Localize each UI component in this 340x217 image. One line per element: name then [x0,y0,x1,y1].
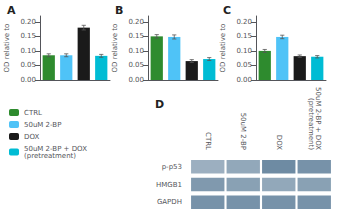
svg-text:p-p53: p-p53 [162,163,182,171]
svg-text:50uM 2-BP: 50uM 2-BP [239,113,247,150]
svg-text:0.05: 0.05 [20,61,36,69]
svg-text:0.10: 0.10 [236,47,252,55]
svg-text:50uM 2-BP + DOX: 50uM 2-BP + DOX [24,144,87,153]
svg-text:OD relative to: OD relative to [219,24,227,73]
svg-text:CTRL: CTRL [204,132,212,150]
svg-text:HMGB1: HMGB1 [156,181,182,189]
svg-text:DOX: DOX [275,135,283,150]
svg-text:0.20: 0.20 [20,18,36,26]
svg-text:0.15: 0.15 [128,32,144,40]
svg-text:0.15: 0.15 [20,32,36,40]
svg-text:OD relative to: OD relative to [111,24,119,73]
svg-text:OD relative to: OD relative to [3,24,11,73]
svg-text:D: D [155,98,164,111]
svg-text:B: B [115,4,123,17]
svg-text:0.00: 0.00 [236,76,252,84]
svg-text:C: C [223,4,231,17]
svg-text:GAPDH: GAPDH [157,198,182,206]
svg-text:A: A [7,4,16,17]
svg-text:(pretreatment): (pretreatment) [24,152,76,160]
svg-text:0.20: 0.20 [236,18,252,26]
svg-text:0.05: 0.05 [236,61,252,69]
svg-text:50uM 2-BP + DOX: 50uM 2-BP + DOX [313,87,322,150]
svg-text:0.15: 0.15 [236,32,252,40]
svg-text:0.20: 0.20 [128,18,144,26]
svg-text:50uM 2-BP: 50uM 2-BP [24,121,61,129]
svg-text:(pretreatment): (pretreatment) [307,98,315,150]
svg-text:DOX: DOX [24,133,39,141]
svg-text:0.00: 0.00 [20,76,36,84]
svg-text:CTRL: CTRL [24,109,42,117]
svg-text:0.00: 0.00 [128,76,144,84]
svg-text:0.10: 0.10 [20,47,36,55]
svg-text:0.10: 0.10 [128,47,144,55]
svg-text:0.05: 0.05 [128,61,144,69]
